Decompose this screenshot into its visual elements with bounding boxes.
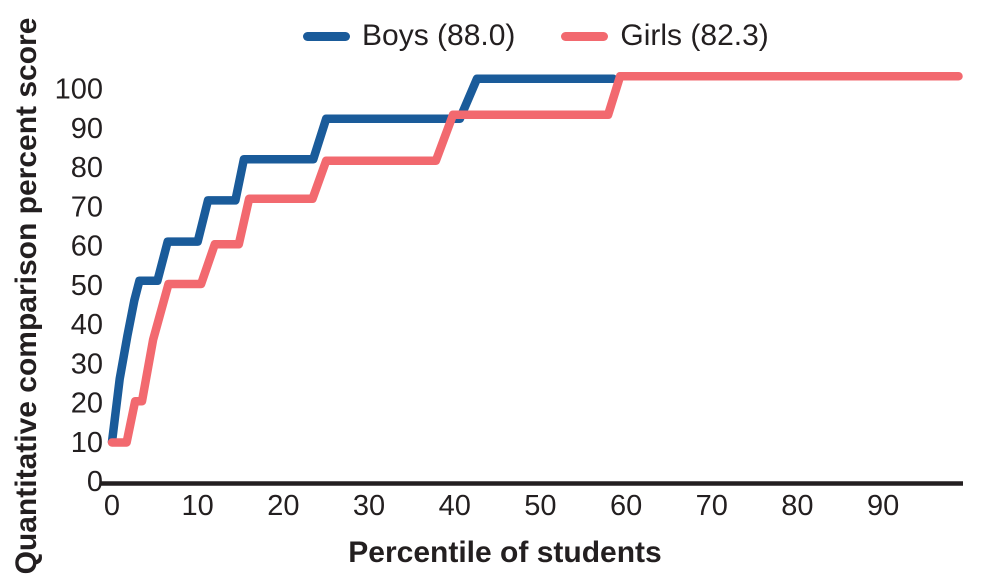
x-tick-label: 80 [781, 490, 813, 522]
girls-line-swatch [561, 31, 609, 41]
x-tick-label: 30 [353, 490, 385, 522]
y-tick-label: 50 [71, 270, 103, 302]
legend-item-girls: Girls (82.3) [561, 18, 769, 54]
y-tick-label: 60 [71, 231, 103, 263]
boys-line [107, 74, 618, 447]
y-axis-title: Quantitative comparison percent score [10, 18, 43, 575]
y-tick-label: 40 [71, 309, 103, 341]
y-tick-label: 0 [87, 466, 103, 498]
x-tick-label: 50 [524, 490, 556, 522]
y-tick-label: 30 [71, 348, 103, 380]
y-tick-label: 70 [71, 191, 103, 223]
boys-line-swatch [303, 31, 350, 41]
y-tick-label: 90 [71, 113, 103, 145]
x-tick-label: 90 [867, 490, 899, 522]
x-tick-label: 20 [267, 490, 299, 522]
legend-item-boys: Boys (88.0) [303, 18, 515, 54]
x-tick-label: 10 [182, 490, 214, 522]
x-axis-title: Percentile of students [348, 536, 661, 569]
girls-line [107, 72, 963, 447]
y-tick-label: 20 [71, 388, 103, 420]
legend: Boys (88.0) Girls (82.3) [303, 18, 769, 54]
x-tick-label: 60 [610, 490, 642, 522]
y-tick-label: 100 [55, 74, 103, 106]
y-tick-label: 80 [71, 152, 103, 184]
legend-label-boys: Boys (88.0) [362, 19, 516, 52]
x-tick-label: 40 [439, 490, 471, 522]
y-tick-label: 10 [71, 427, 103, 459]
legend-label-girls: Girls (82.3) [620, 19, 769, 52]
x-tick-label: 0 [104, 490, 120, 522]
x-tick-label: 70 [696, 490, 728, 522]
